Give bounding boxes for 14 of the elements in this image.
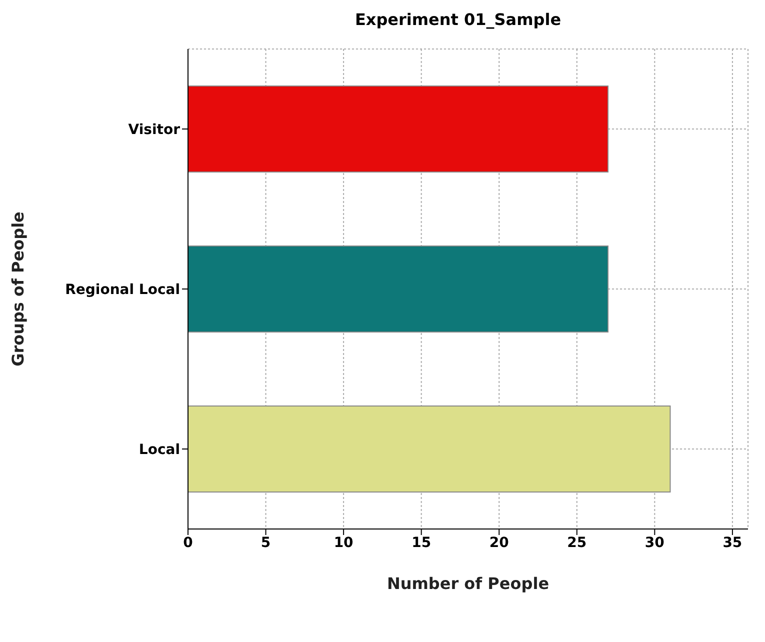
x-tick-label: 30 — [644, 534, 665, 551]
y-tick-label: Local — [138, 442, 180, 458]
y-tick-label: Regional Local — [65, 282, 180, 298]
x-tick-label: 35 — [722, 534, 742, 551]
x-tick-label: 20 — [489, 534, 510, 551]
x-tick-label: 15 — [412, 534, 432, 551]
y-axis-title: Groups of People — [8, 211, 28, 366]
x-tick-label: 5 — [260, 534, 271, 551]
x-tick-label: 0 — [183, 534, 194, 551]
chart-title: Experiment 01_Sample — [354, 10, 562, 29]
x-axis-title: Number of People — [386, 574, 550, 593]
x-tick-label: 25 — [567, 534, 587, 551]
y-tick-label: Visitor — [128, 122, 180, 138]
x-tick-label: 10 — [334, 534, 354, 551]
